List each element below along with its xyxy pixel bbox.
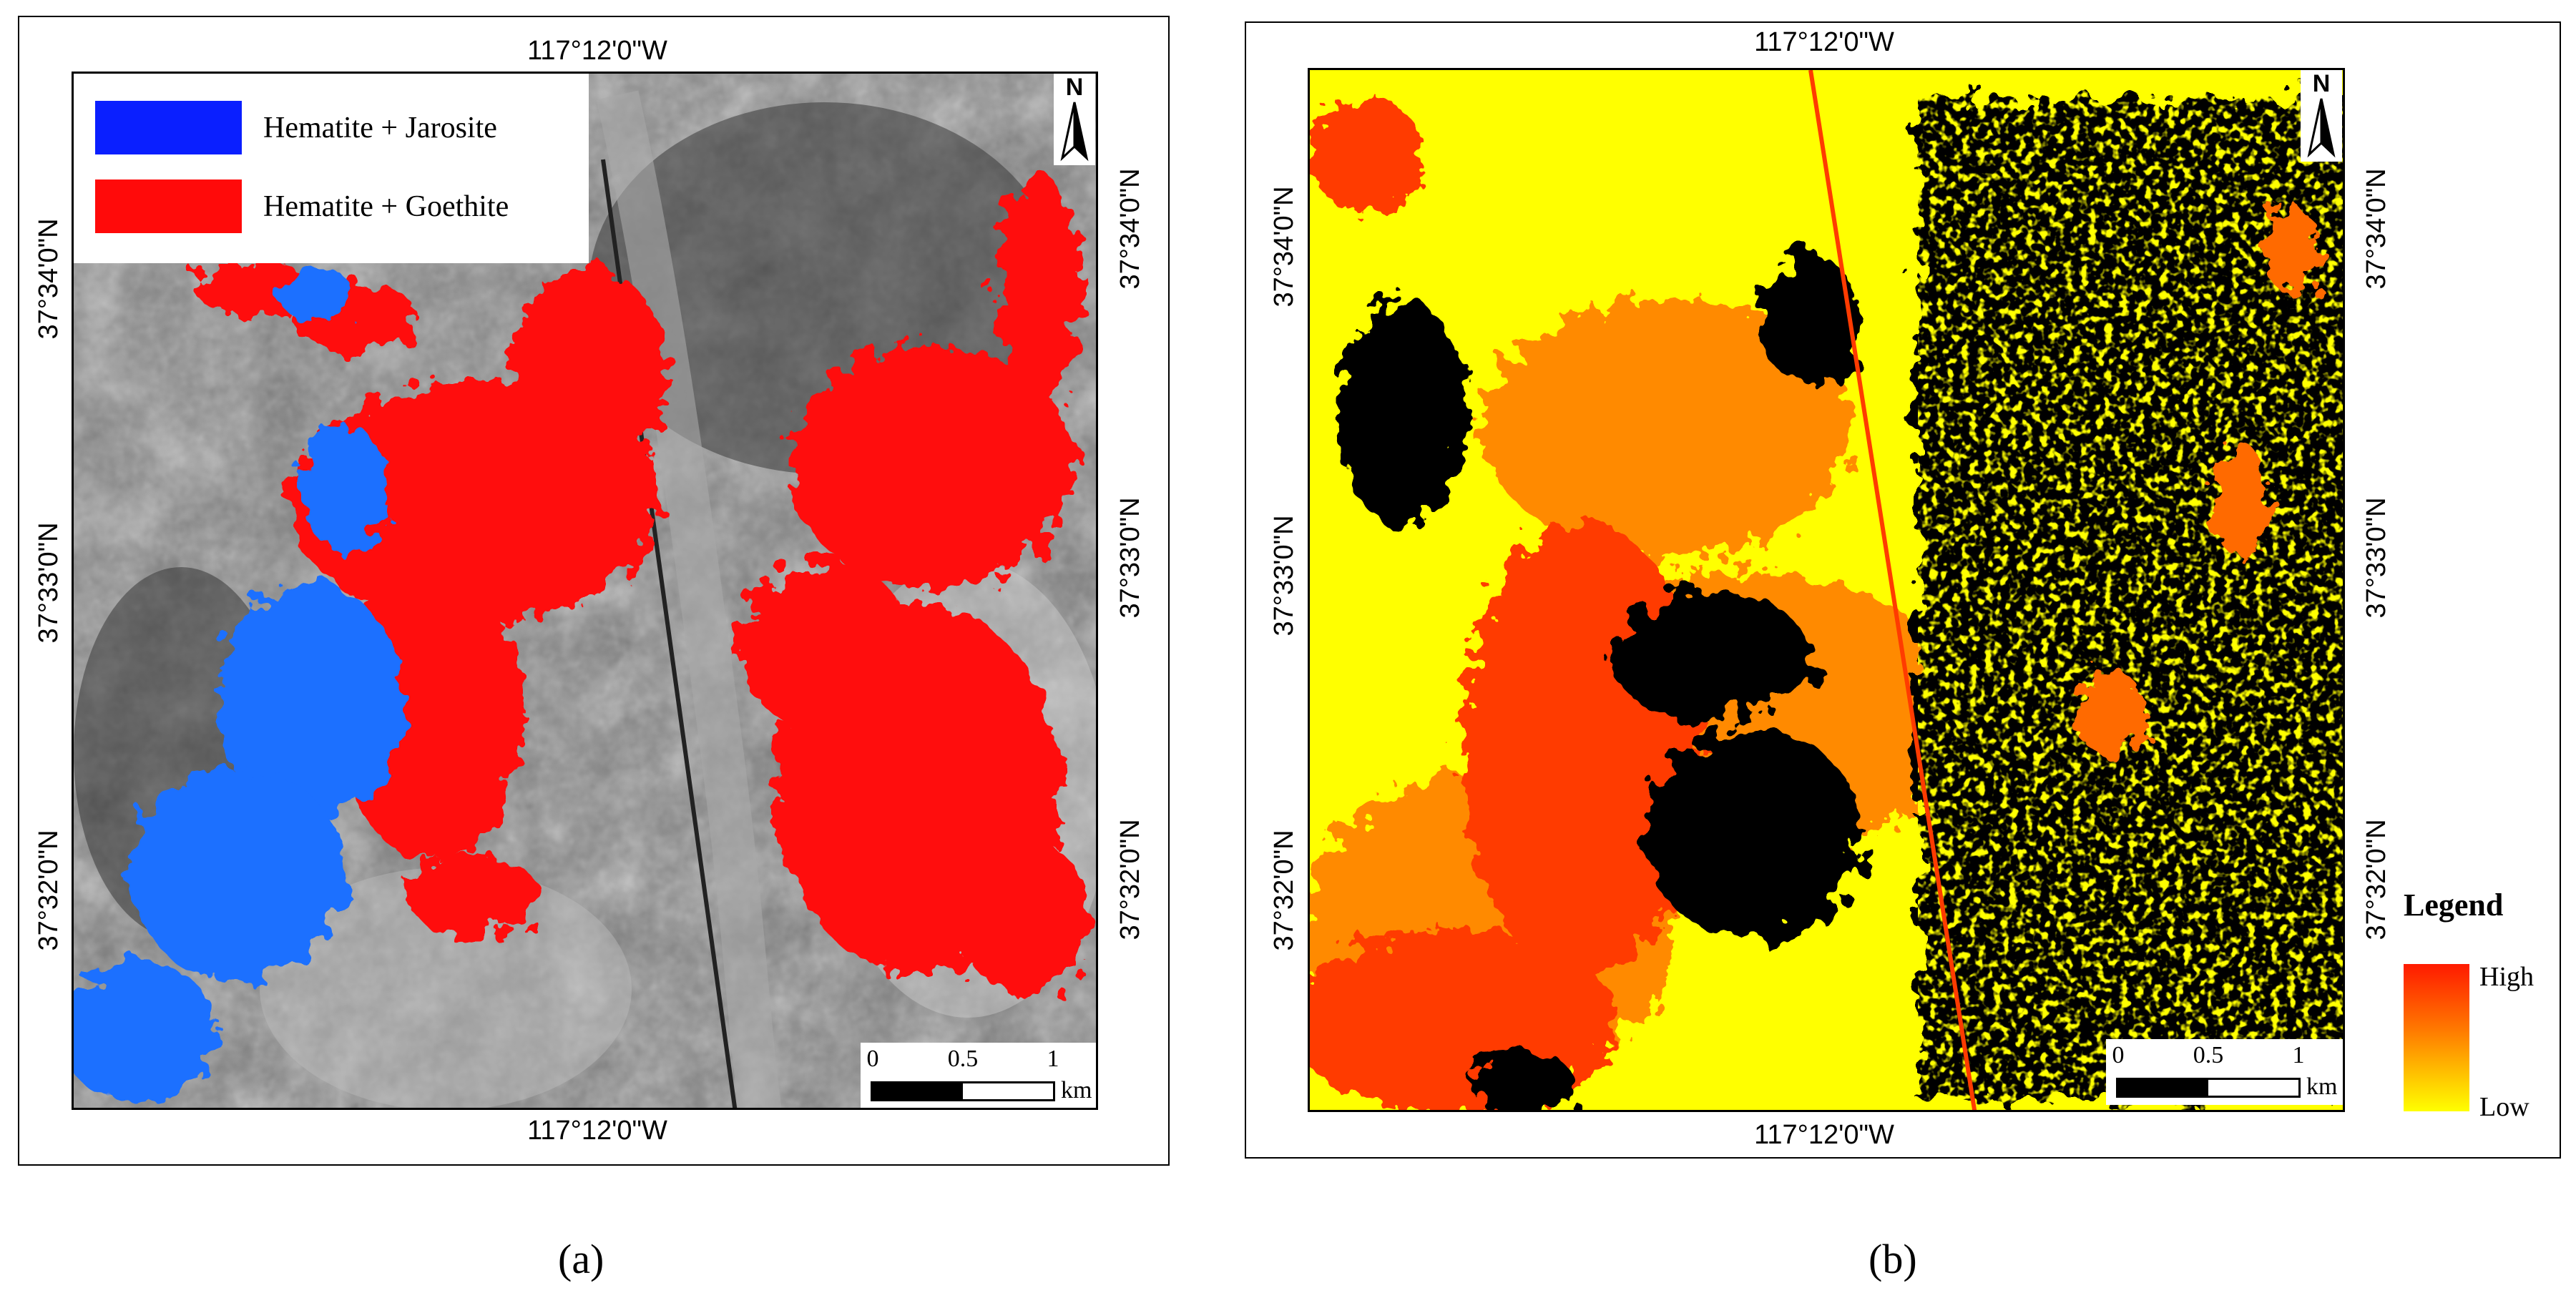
scale-unit: km <box>1061 1077 1092 1103</box>
panel-a-bottom-longitude: 117°12'0"W <box>527 1116 667 1146</box>
panel-b-north-arrow: N <box>2301 70 2342 162</box>
legend-label-goethite: Hematite + Goethite <box>263 190 509 223</box>
scale-tick-05: 0.5 <box>947 1046 979 1072</box>
north-label: N <box>2312 70 2331 97</box>
panel-b-top-longitude: 117°12'0"W <box>1754 27 1894 57</box>
scale-tick-0: 0 <box>2112 1042 2125 1068</box>
panel-b-left-lat-2: 37°33'0"N <box>1269 515 1299 636</box>
scale-tick-0: 0 <box>866 1046 879 1072</box>
panel-a-top-longitude: 117°12'0"W <box>527 36 667 66</box>
panel-a-scale-bar: 0 0.5 1 km <box>861 1043 1096 1108</box>
panel-a-map: Hematite + Jarosite Hematite + Goethite … <box>72 72 1098 1110</box>
legend-low-label: Low <box>2479 1092 2530 1122</box>
legend-high-label: High <box>2479 962 2534 992</box>
panel-b-scale-bar: 0 0.5 1 km <box>2106 1039 2343 1105</box>
panel-a-right-lat-2: 37°33'0"N <box>1115 497 1145 619</box>
panel-b-map: N 0 0.5 1 km <box>1308 68 2345 1112</box>
north-arrow-icon <box>1060 102 1089 162</box>
scale-bar-graphic <box>2116 1078 2301 1098</box>
scale-unit: km <box>2306 1073 2338 1100</box>
panel-a-north-arrow: N <box>1054 74 1095 165</box>
panel-a-legend: Hematite + Jarosite Hematite + Goethite <box>74 74 589 263</box>
panel-a-left-lat-1: 37°34'0"N <box>34 218 64 340</box>
panel-b-right-lat-3: 37°32'0"N <box>2361 819 2391 940</box>
panel-b-caption: (b) <box>1869 1236 1917 1282</box>
legend-title: Legend <box>2404 887 2504 923</box>
panel-b-abundance-map <box>1310 70 2343 1110</box>
scale-tick-05: 0.5 <box>2193 1042 2224 1068</box>
legend-swatch-blue <box>95 101 242 154</box>
panel-a-caption: (a) <box>558 1236 604 1282</box>
legend-item-jarosite: Hematite + Jarosite <box>95 101 497 154</box>
legend-color-ramp <box>2404 964 2469 1111</box>
legend-item-goethite: Hematite + Goethite <box>95 180 509 233</box>
legend-label-jarosite: Hematite + Jarosite <box>263 111 497 144</box>
scale-tick-1: 1 <box>2292 1042 2305 1068</box>
panel-a-right-lat-3: 37°32'0"N <box>1115 819 1145 940</box>
scale-bar-graphic <box>871 1081 1055 1101</box>
north-label: N <box>1065 74 1084 101</box>
panel-b-legend: Legend High Low <box>2404 887 2554 1123</box>
panel-b-right-lat-2: 37°33'0"N <box>2361 497 2391 619</box>
panel-a-left-lat-3: 37°32'0"N <box>34 830 64 951</box>
panel-b-left-lat-3: 37°32'0"N <box>1269 830 1299 951</box>
panel-b-left-lat-1: 37°34'0"N <box>1269 186 1299 308</box>
panel-a-left-lat-2: 37°33'0"N <box>34 522 64 644</box>
scale-tick-1: 1 <box>1047 1046 1059 1072</box>
panel-b-right-lat-1: 37°34'0"N <box>2361 168 2391 290</box>
panel-a-right-lat-1: 37°34'0"N <box>1115 168 1145 290</box>
north-arrow-icon <box>2307 98 2336 158</box>
panel-b-bottom-longitude: 117°12'0"W <box>1754 1120 1894 1150</box>
legend-swatch-red <box>95 180 242 233</box>
